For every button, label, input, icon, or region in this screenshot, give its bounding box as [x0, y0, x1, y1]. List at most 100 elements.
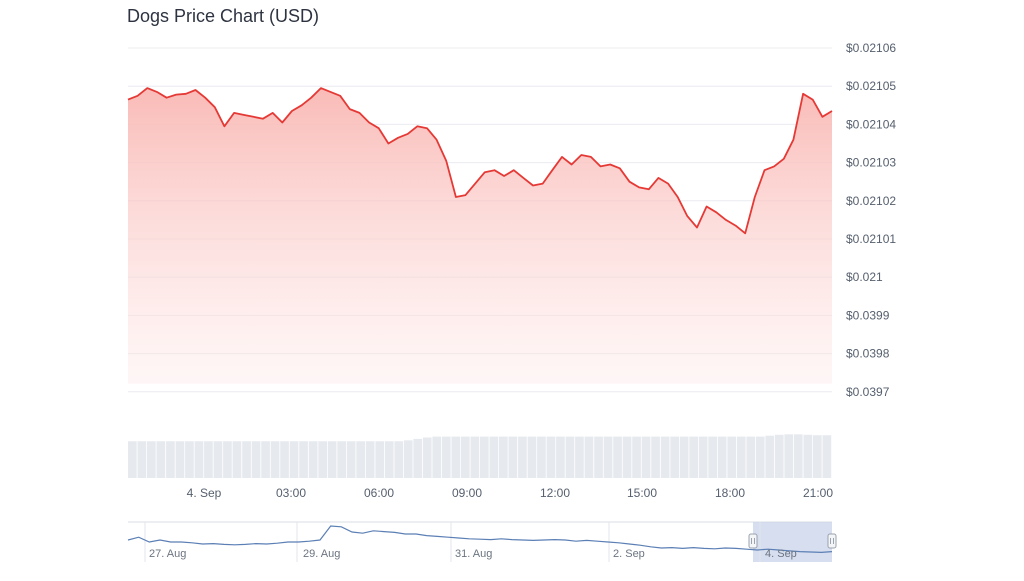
x-tick-label: 12:00: [540, 486, 570, 500]
y-tick-label: $0.02103: [846, 156, 896, 170]
y-tick-label: $0.02106: [846, 41, 896, 55]
y-tick-label: $0.0398: [846, 347, 890, 361]
navigator-selection[interactable]: [753, 522, 832, 562]
volume-bar: [803, 434, 813, 478]
volume-bar: [556, 436, 565, 478]
volume-bar: [185, 441, 194, 478]
volume-bar: [413, 438, 423, 478]
volume-bar: [147, 441, 156, 478]
volume-bar: [470, 436, 480, 478]
x-tick-label: 03:00: [276, 486, 306, 500]
volume-bar: [793, 434, 803, 478]
volume-bar: [708, 436, 717, 478]
volume-bar: [242, 441, 251, 478]
volume-bar: [308, 441, 318, 478]
volume-bar: [689, 436, 698, 478]
price-area-fill: [128, 88, 832, 384]
volume-bar: [451, 436, 461, 478]
volume-bar: [537, 436, 546, 478]
y-tick-label: $0.0397: [846, 385, 890, 399]
volume-bar: [365, 441, 375, 478]
volume-bar: [755, 436, 765, 478]
volume-bar: [717, 436, 727, 478]
volume-bar: [318, 441, 327, 478]
volume-bar: [480, 436, 489, 478]
volume-bar: [813, 435, 822, 478]
y-tick-label: $0.02104: [846, 117, 896, 131]
volume-bar: [213, 441, 223, 478]
volume-bar: [461, 436, 470, 478]
volume-bar: [736, 436, 746, 478]
volume-bar: [375, 441, 385, 478]
volume-bar: [518, 436, 527, 478]
volume-bar: [270, 441, 280, 478]
volume-bar: [784, 434, 794, 478]
volume-bar: [337, 441, 346, 478]
x-tick-label: 06:00: [364, 486, 394, 500]
volume-bar: [394, 441, 404, 478]
volume-bar: [632, 436, 641, 478]
volume-bar: [546, 436, 556, 478]
volume-bar: [128, 441, 137, 478]
volume-bar: [670, 436, 679, 478]
navigator-tick-label: 27. Aug: [149, 548, 186, 560]
volume-bar: [575, 436, 584, 478]
volume-bar: [746, 436, 756, 478]
volume-bar: [660, 436, 670, 478]
volume-bar: [261, 441, 270, 478]
navigator-left-handle[interactable]: [748, 533, 758, 549]
volume-bar: [384, 441, 394, 478]
volume-bar: [594, 436, 603, 478]
volume-bar: [613, 436, 622, 478]
volume-bar: [223, 441, 232, 478]
volume-bar: [166, 441, 175, 478]
y-tick-label: $0.0399: [846, 308, 890, 322]
volume-bar: [651, 436, 660, 478]
navigator-tick-label: 2. Sep: [613, 548, 645, 560]
volume-bar: [765, 435, 775, 478]
volume-bar: [622, 436, 632, 478]
volume-bar: [299, 441, 308, 478]
volume-bar: [727, 436, 737, 478]
navigator-line: [127, 525, 833, 554]
volume-bar: [156, 441, 166, 478]
x-tick-label: 21:00: [803, 486, 833, 500]
volume-bar: [204, 441, 213, 478]
volume-bar: [137, 441, 147, 478]
volume-bar: [232, 441, 242, 478]
price-line: [127, 87, 833, 235]
y-tick-label: $0.02105: [846, 79, 896, 93]
volume-bar: [175, 441, 185, 478]
volume-bar: [194, 441, 204, 478]
y-tick-label: $0.021: [846, 270, 883, 284]
volume-bar: [356, 441, 365, 478]
volume-bar: [698, 436, 708, 478]
x-tick-label: 18:00: [715, 486, 745, 500]
navigator-tick-label: 29. Aug: [303, 548, 340, 560]
volume-bar: [603, 436, 613, 478]
volume-bar: [280, 441, 289, 478]
volume-bar: [508, 436, 518, 478]
y-tick-label: $0.02102: [846, 194, 896, 208]
volume-bar: [822, 435, 832, 478]
volume-bar: [327, 441, 337, 478]
volume-bar: [641, 436, 651, 478]
volume-bar: [251, 441, 261, 478]
x-tick-label: 4. Sep: [187, 486, 222, 500]
volume-bar: [346, 441, 356, 478]
volume-bar: [527, 436, 537, 478]
x-tick-label: 15:00: [627, 486, 657, 500]
navigator-right-handle[interactable]: [827, 533, 837, 549]
navigator-tick-label: 4. Sep: [765, 548, 797, 560]
volume-bar: [441, 436, 451, 478]
volume-bar: [403, 440, 413, 478]
volume-bar: [774, 434, 784, 478]
volume-bar: [679, 436, 689, 478]
y-tick-label: $0.02101: [846, 232, 896, 246]
chart-title: Dogs Price Chart (USD): [127, 6, 320, 26]
volume-bar: [584, 436, 594, 478]
volume-bar: [499, 436, 508, 478]
volume-bar: [422, 437, 432, 478]
